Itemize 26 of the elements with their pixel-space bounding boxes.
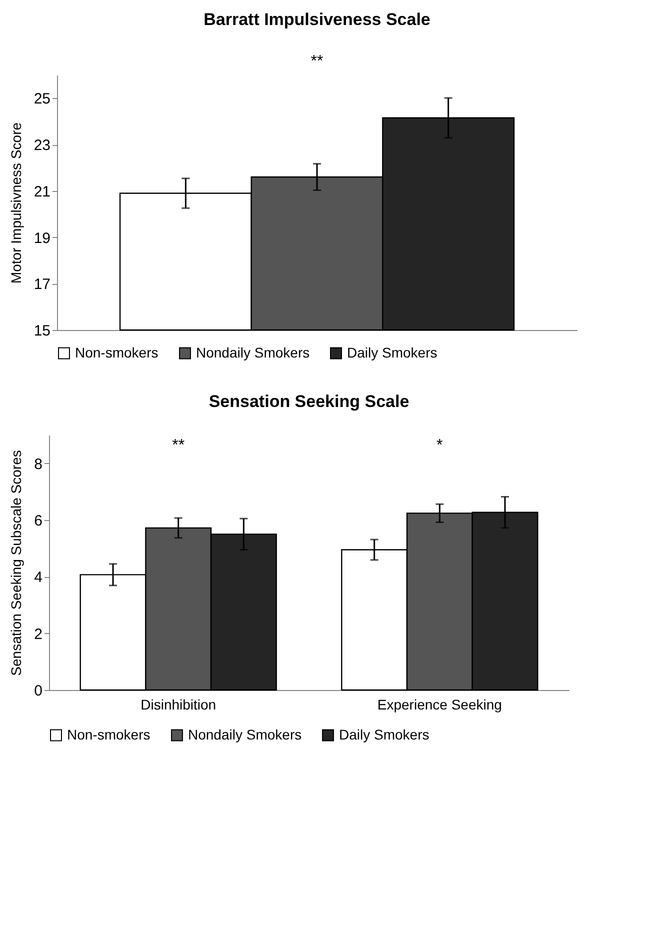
text: **	[310, 53, 324, 70]
y-tick-label: 15	[34, 322, 50, 340]
y-tick-label: 4	[34, 569, 42, 586]
y-axis-title: Sensation Seeking Subscale Scores	[8, 450, 24, 676]
legend-label: Daily Smokers	[347, 344, 438, 360]
x-tick-label: Experience Seeking	[377, 696, 502, 712]
y-tick-label: 17	[34, 276, 50, 294]
y-tick-label: 6	[34, 512, 42, 530]
chart-title: Sensation Seeking Scale	[208, 392, 410, 411]
chart-title: Barratt Impulsiveness Scale	[204, 10, 430, 29]
legend-label: Non-smokers	[75, 344, 158, 360]
annotation: **	[172, 437, 185, 454]
legend-label: Non-smokers	[67, 726, 150, 742]
annotation: *	[436, 437, 443, 454]
y-tick-label: 8	[34, 456, 42, 473]
legend-label: Daily Smokers	[339, 726, 430, 742]
y-tick-label: 0	[34, 682, 42, 700]
y-tick-label: 25	[34, 90, 50, 108]
legend-label: Nondaily Smokers	[196, 344, 310, 360]
y-axis-title: Motor Impulsivness Score	[8, 122, 24, 284]
y-tick-label: 21	[34, 183, 50, 200]
x-tick-label: Disinhibition	[140, 696, 216, 712]
y-tick-label: 23	[34, 137, 50, 154]
y-tick-label: 2	[34, 626, 42, 643]
y-tick-label: 19	[34, 230, 50, 247]
legend-label: Nondaily Smokers	[188, 726, 302, 742]
